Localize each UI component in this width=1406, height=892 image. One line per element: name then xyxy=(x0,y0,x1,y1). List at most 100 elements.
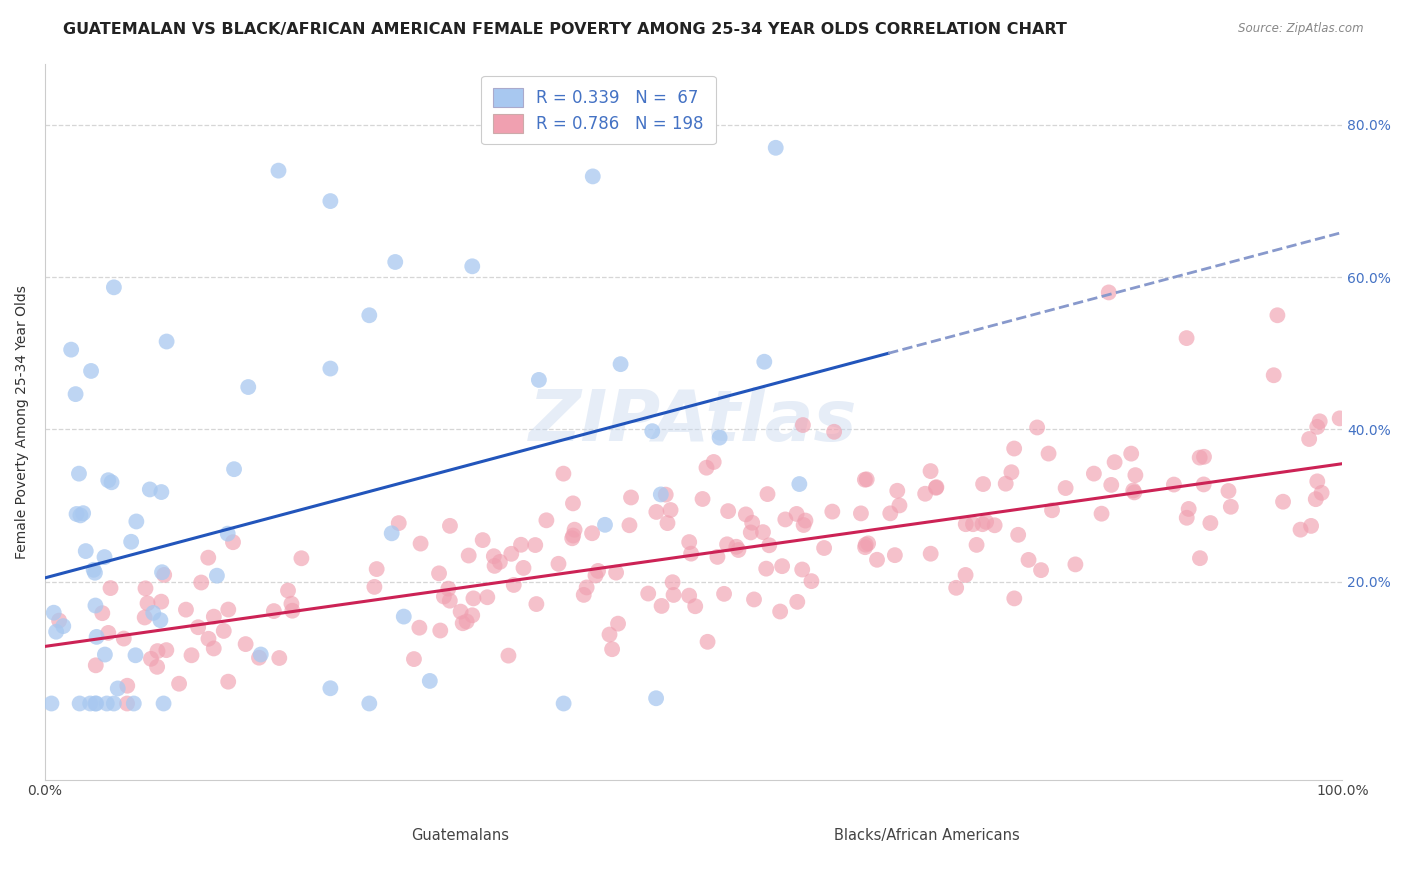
Point xyxy=(1002,591,1025,606)
Legend: R = 0.339   N =  67, R = 0.786   N = 198: R = 0.339 N = 67, R = 0.786 N = 198 xyxy=(481,76,716,145)
Point xyxy=(41,697,63,711)
Point xyxy=(855,538,877,552)
Point xyxy=(637,586,659,600)
Point xyxy=(86,630,108,644)
Point xyxy=(1310,486,1333,500)
Point xyxy=(524,538,547,552)
Point xyxy=(765,141,787,155)
Point xyxy=(879,506,901,520)
Point xyxy=(599,627,621,641)
Point xyxy=(96,697,118,711)
Point xyxy=(536,513,558,527)
Point xyxy=(139,652,162,666)
Point xyxy=(1306,475,1329,489)
Point xyxy=(155,334,177,349)
Point xyxy=(1123,485,1146,500)
Point xyxy=(65,387,87,401)
Point xyxy=(280,597,302,611)
Point xyxy=(471,533,494,547)
Point xyxy=(187,620,209,634)
Point xyxy=(167,677,190,691)
Point xyxy=(1175,331,1198,345)
Point xyxy=(484,558,506,573)
Point xyxy=(983,518,1005,533)
Point xyxy=(134,610,156,624)
Point xyxy=(855,472,877,486)
Point xyxy=(93,550,115,565)
Point xyxy=(1064,558,1087,572)
Point xyxy=(678,589,700,603)
Text: Guatemalans: Guatemalans xyxy=(411,829,509,843)
Point xyxy=(564,523,586,537)
Point xyxy=(269,651,291,665)
Point xyxy=(955,517,977,532)
Point xyxy=(146,644,169,658)
Point xyxy=(883,548,905,562)
Point xyxy=(202,641,225,656)
Point xyxy=(786,507,808,521)
Point xyxy=(117,679,139,693)
Point xyxy=(1199,516,1222,530)
Point xyxy=(439,519,461,533)
Point xyxy=(84,697,107,711)
Point xyxy=(153,568,176,582)
Point xyxy=(212,624,235,638)
Point xyxy=(112,632,135,646)
Point xyxy=(502,578,524,592)
Point xyxy=(853,473,876,487)
Point xyxy=(657,516,679,530)
Point xyxy=(775,512,797,526)
Point xyxy=(683,599,706,614)
Point xyxy=(510,538,533,552)
Point xyxy=(1029,563,1052,577)
Point xyxy=(419,673,441,688)
Text: ZIPAtlas: ZIPAtlas xyxy=(530,387,858,457)
Point xyxy=(792,562,814,576)
Point xyxy=(645,691,668,706)
Point xyxy=(134,582,156,596)
Point xyxy=(696,635,718,649)
Point xyxy=(794,514,817,528)
Text: GUATEMALAN VS BLACK/AFRICAN AMERICAN FEMALE POVERTY AMONG 25-34 YEAR OLDS CORREL: GUATEMALAN VS BLACK/AFRICAN AMERICAN FEM… xyxy=(63,22,1067,37)
Point xyxy=(72,506,94,520)
Point xyxy=(1309,414,1331,428)
Point xyxy=(222,535,245,549)
Point xyxy=(742,592,765,607)
Point xyxy=(1083,467,1105,481)
Point xyxy=(100,581,122,595)
Point xyxy=(202,609,225,624)
Point xyxy=(659,503,682,517)
Point xyxy=(75,544,97,558)
Point xyxy=(849,507,872,521)
Point xyxy=(45,624,67,639)
Point xyxy=(79,697,101,711)
Point xyxy=(1267,308,1289,322)
Point xyxy=(392,609,415,624)
Point xyxy=(1121,447,1143,461)
Point xyxy=(150,566,173,580)
Point xyxy=(1219,500,1241,514)
Point xyxy=(190,575,212,590)
Point xyxy=(955,568,977,582)
Point xyxy=(662,588,685,602)
Point xyxy=(217,526,239,541)
Point xyxy=(150,485,173,500)
Point xyxy=(562,528,585,542)
Point xyxy=(461,260,484,274)
Point xyxy=(585,568,607,582)
Point xyxy=(1175,510,1198,524)
Point xyxy=(994,476,1017,491)
Point xyxy=(149,613,172,627)
Point xyxy=(97,473,120,487)
Point xyxy=(150,595,173,609)
Point xyxy=(823,425,845,439)
Point xyxy=(605,566,627,580)
Point xyxy=(582,169,605,184)
Point xyxy=(645,505,668,519)
Point xyxy=(914,487,936,501)
Point xyxy=(155,643,177,657)
Point xyxy=(263,604,285,618)
Point xyxy=(247,650,270,665)
Point xyxy=(217,674,239,689)
Point xyxy=(477,591,499,605)
